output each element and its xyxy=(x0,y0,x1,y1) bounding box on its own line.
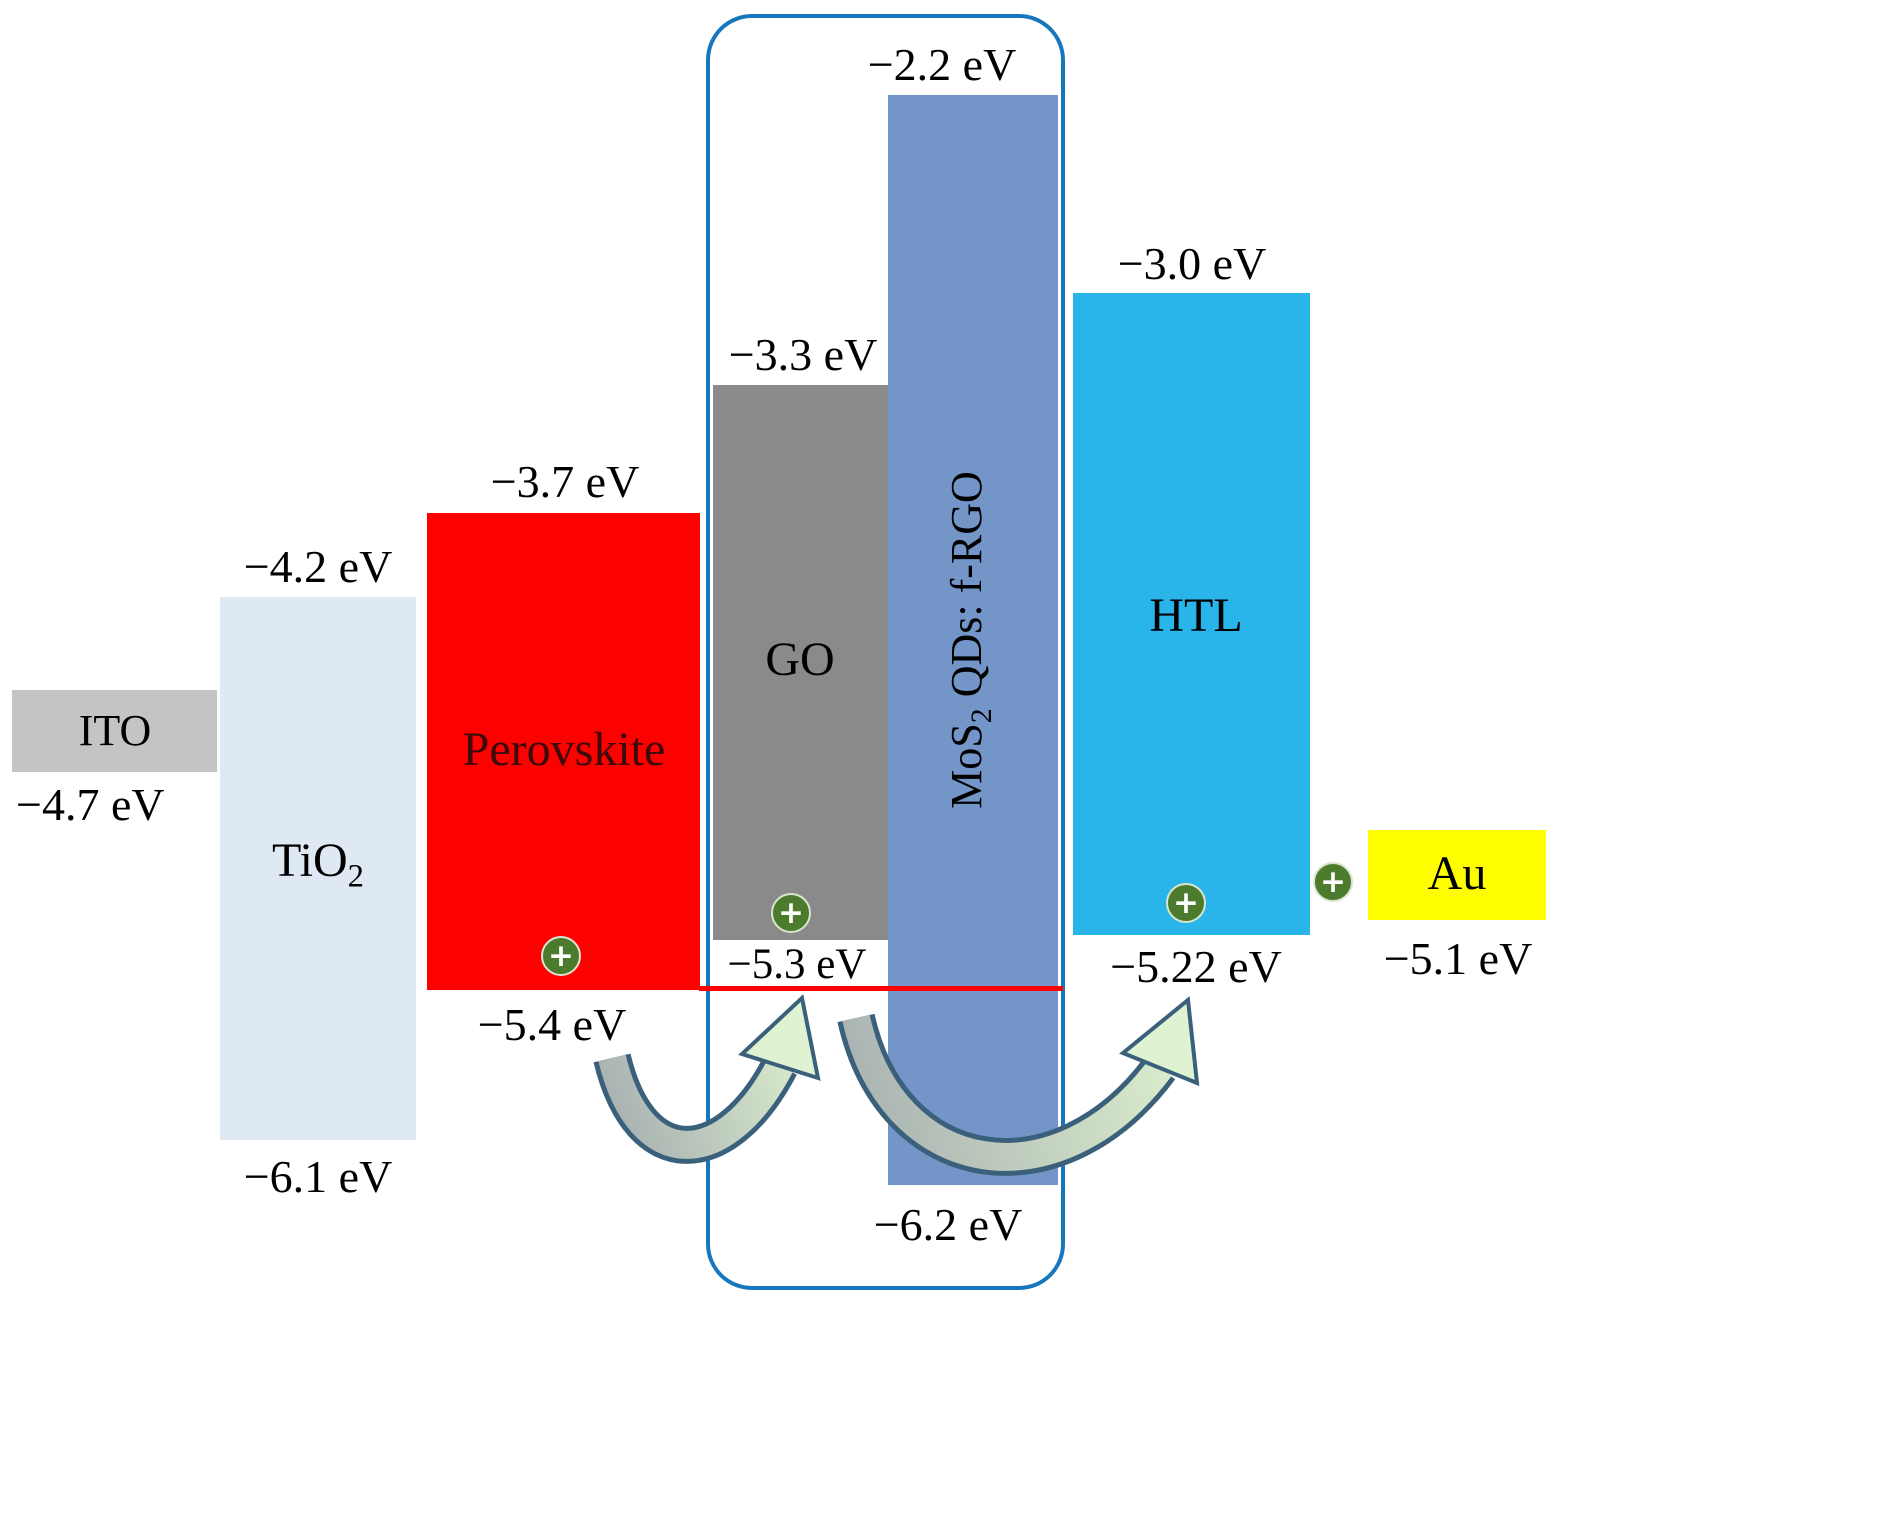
au-label: Au xyxy=(1427,847,1487,900)
tio2-label: TiO2 xyxy=(272,833,364,896)
tio2-label-sub: 2 xyxy=(347,858,364,895)
go-label: GO xyxy=(765,633,835,686)
ito-level-label: −4.7 eV xyxy=(16,779,165,830)
ito-label: ITO xyxy=(78,706,152,755)
go-bar xyxy=(713,385,888,940)
hole-plus-icon-go: + xyxy=(771,893,811,933)
mos2-label-suffix: QDs: f-RGO xyxy=(942,471,992,709)
mos2-top-label: −2.2 eV xyxy=(867,39,1017,90)
perovskite-label: Perovskite xyxy=(462,723,666,776)
mos2-bottom-label: −6.2 eV xyxy=(873,1199,1023,1250)
go-bottom-label: −5.3 eV xyxy=(727,941,867,988)
ito-bar xyxy=(12,690,217,772)
tio2-bottom-label: −6.1 eV xyxy=(243,1151,393,1202)
perovskite-vb-line xyxy=(699,986,1063,991)
interlayer-outline-box xyxy=(706,14,1065,1290)
mos2-bar xyxy=(888,95,1058,1185)
go-top-label: −3.3 eV xyxy=(728,329,878,380)
hole-plus-icon-perovskite: + xyxy=(541,936,581,976)
tio2-label-text: TiO xyxy=(272,834,348,887)
mos2-label: MoS2 QDs: f-RGO xyxy=(941,471,999,809)
htl-bottom-label: −5.22 eV xyxy=(1110,941,1282,992)
tio2-top-label: −4.2 eV xyxy=(243,541,393,592)
perovskite-bar xyxy=(427,513,700,990)
tio2-bar xyxy=(220,597,416,1140)
mos2-label-text: MoS xyxy=(942,723,992,809)
perovskite-bottom-label: −5.4 eV xyxy=(477,999,627,1050)
mos2-label-sub: 2 xyxy=(964,708,998,724)
htl-top-label: −3.0 eV xyxy=(1117,238,1267,289)
hole-plus-icon-au: + xyxy=(1313,862,1353,902)
au-level-label: −5.1 eV xyxy=(1383,933,1533,984)
hole-plus-icon-htl: + xyxy=(1166,883,1206,923)
perovskite-top-label: −3.7 eV xyxy=(490,456,640,507)
htl-label: HTL xyxy=(1149,589,1243,642)
htl-bar xyxy=(1073,293,1310,935)
au-bar xyxy=(1368,830,1546,920)
